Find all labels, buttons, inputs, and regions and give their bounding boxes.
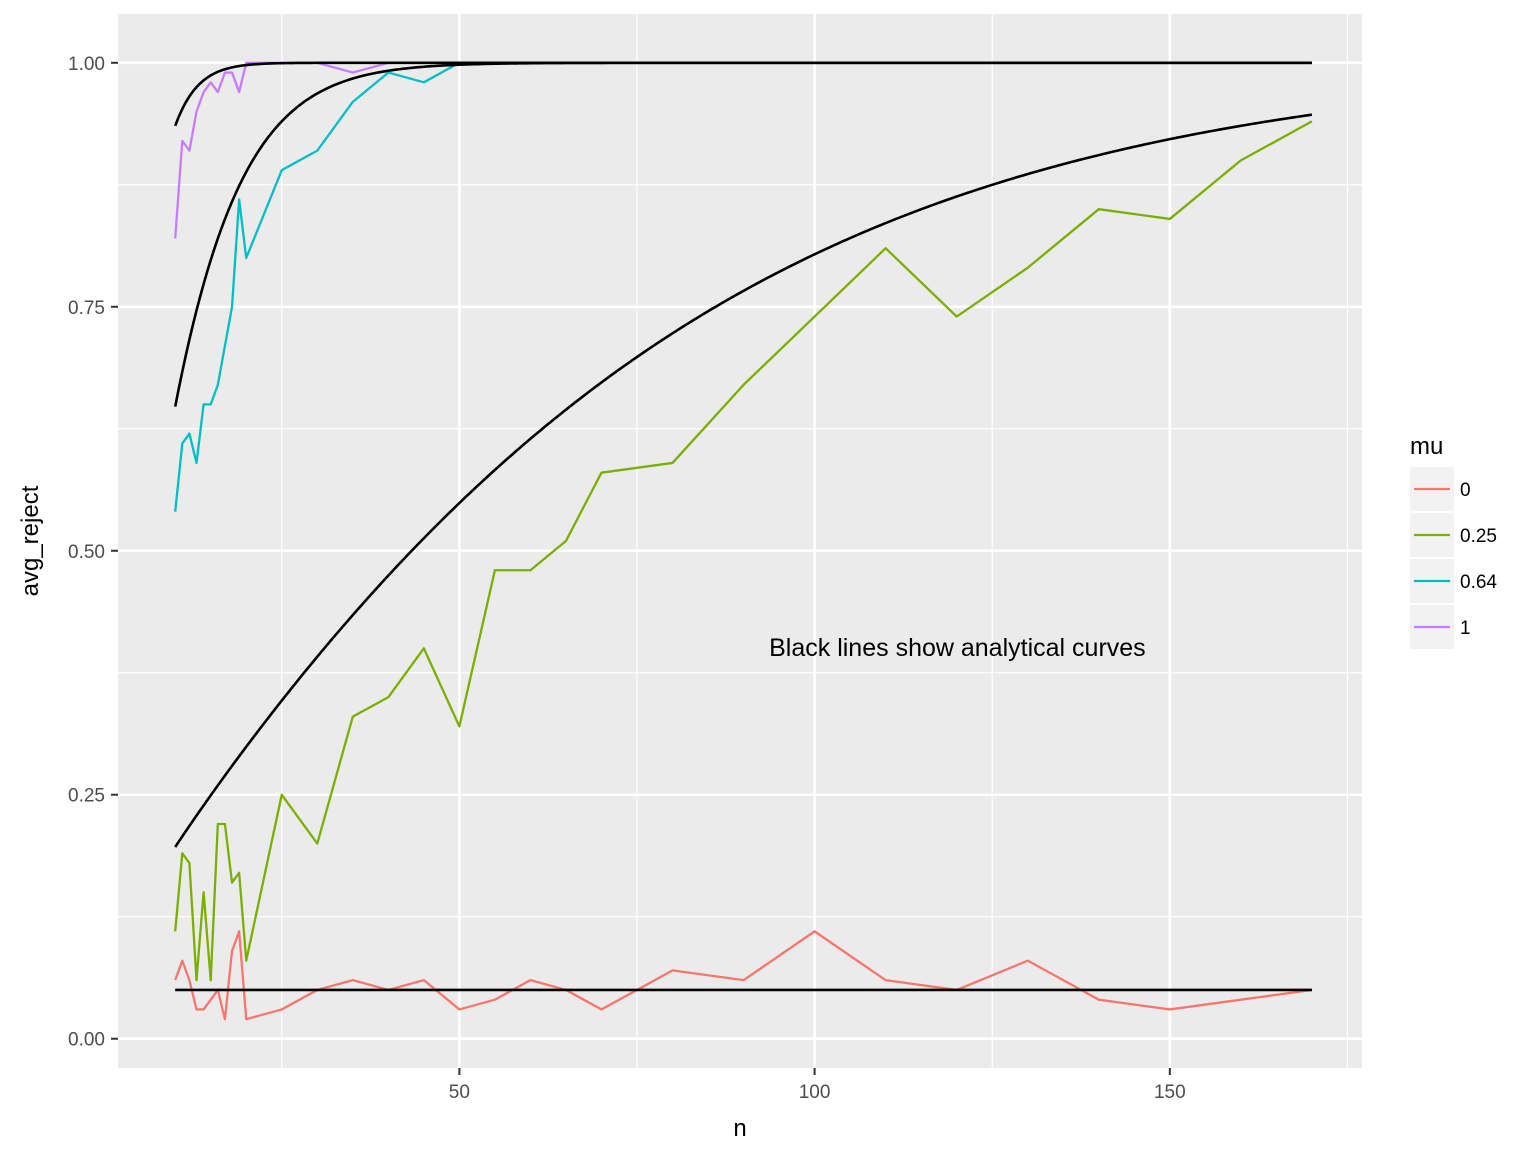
minor-gridlines	[118, 14, 1362, 1068]
series-line-mu-0.25	[174, 120, 1313, 982]
x-tick-label: 50	[449, 1082, 470, 1103]
axes: 0.00 0.25 0.50 0.75 1.00 50 100 150	[68, 54, 1186, 1103]
x-axis-title: n	[733, 1115, 746, 1142]
x-tick-label: 150	[1154, 1082, 1186, 1103]
legend-label-0: 0	[1460, 480, 1471, 501]
y-tick-label: 0.50	[68, 542, 105, 563]
y-tick-label: 0.00	[68, 1030, 105, 1051]
y-tick-label: 1.00	[68, 54, 105, 75]
legend-label-0.64: 0.64	[1460, 572, 1497, 593]
legend-label-0.25: 0.25	[1460, 526, 1497, 547]
legend: mu 0 0.25 0.64 1	[1410, 433, 1497, 649]
major-gridlines	[118, 14, 1362, 1068]
analytical-curve-mu-0.25	[174, 113, 1313, 848]
y-axis-title: avg_reject	[17, 485, 44, 596]
series-line-mu-0.64	[174, 61, 460, 512]
legend-items: 0 0.25 0.64 1	[1410, 467, 1497, 649]
legend-title: mu	[1410, 433, 1443, 460]
analytical-curves	[173, 61, 1313, 992]
analytical-curve-mu-1	[173, 61, 1312, 127]
annotation-text: Black lines show analytical curves	[769, 634, 1146, 662]
y-tick-label: 0.25	[68, 786, 105, 807]
legend-label-1: 1	[1460, 618, 1471, 639]
x-tick-label: 100	[799, 1082, 831, 1103]
plot-panel	[118, 14, 1362, 1068]
y-tick-label: 0.75	[68, 298, 105, 319]
